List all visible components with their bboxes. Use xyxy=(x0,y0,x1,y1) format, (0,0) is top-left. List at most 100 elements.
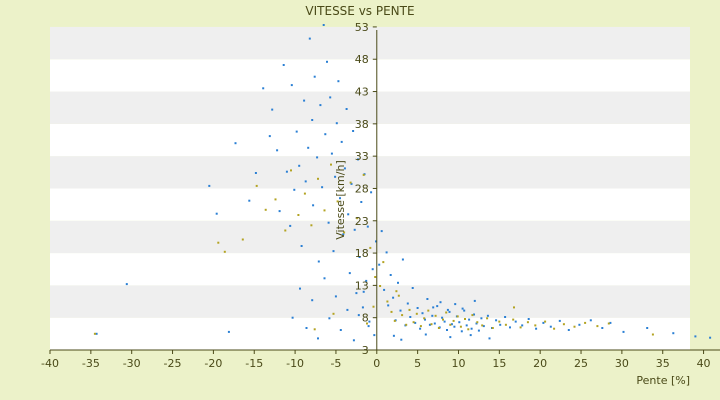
data-point xyxy=(477,329,480,332)
y-tick-label: 48 xyxy=(355,53,369,66)
data-point xyxy=(255,184,258,187)
data-point xyxy=(424,333,427,336)
data-point xyxy=(353,228,356,231)
data-point xyxy=(303,192,306,195)
data-point xyxy=(499,323,502,326)
y-tick-label: 53 xyxy=(355,21,369,34)
data-point xyxy=(308,37,311,40)
data-point xyxy=(395,290,398,293)
data-point xyxy=(366,322,368,325)
plot-band xyxy=(50,188,690,221)
y-tick-label: 13 xyxy=(355,279,369,292)
data-point xyxy=(330,163,332,166)
plot-band xyxy=(50,317,690,350)
data-point xyxy=(709,336,712,339)
data-point xyxy=(347,213,350,216)
x-tick-label: -15 xyxy=(245,357,263,370)
data-point xyxy=(125,283,128,286)
data-point xyxy=(601,327,604,329)
y-tick-label: 38 xyxy=(355,118,369,131)
data-point xyxy=(448,310,451,313)
data-point xyxy=(397,281,399,284)
data-point xyxy=(428,323,431,326)
data-point xyxy=(289,224,292,227)
data-point xyxy=(310,224,313,227)
plot-band xyxy=(50,26,690,60)
x-tick-label: -20 xyxy=(204,357,222,370)
data-point xyxy=(426,298,429,300)
data-point xyxy=(542,321,545,324)
data-point xyxy=(374,276,377,278)
data-point xyxy=(311,299,314,302)
data-points xyxy=(93,24,712,342)
data-point xyxy=(336,200,339,203)
data-point xyxy=(271,108,274,111)
data-point xyxy=(342,233,345,236)
x-tick-label: 0 xyxy=(373,357,380,370)
data-point xyxy=(558,319,561,322)
data-point xyxy=(304,180,307,183)
data-point xyxy=(549,325,552,328)
data-point xyxy=(442,318,444,321)
data-point xyxy=(411,287,414,289)
data-point xyxy=(521,324,524,327)
data-point xyxy=(449,336,452,339)
data-point xyxy=(512,318,515,321)
data-point xyxy=(513,306,515,309)
data-point xyxy=(369,246,372,249)
data-point xyxy=(324,133,327,136)
data-point xyxy=(390,310,393,313)
data-point xyxy=(357,314,360,317)
data-point xyxy=(534,324,537,327)
data-point xyxy=(399,309,402,312)
data-point xyxy=(274,198,277,201)
x-axis-title: Pente [%] xyxy=(636,374,690,387)
data-point xyxy=(355,292,358,295)
data-point xyxy=(504,316,507,318)
data-point xyxy=(408,308,411,311)
data-point xyxy=(215,212,218,215)
data-point xyxy=(380,230,383,233)
data-point xyxy=(419,325,422,328)
x-tick-label: 20 xyxy=(533,357,547,370)
data-point xyxy=(482,325,485,328)
data-point xyxy=(567,329,570,331)
data-point xyxy=(321,186,324,189)
data-point xyxy=(460,330,463,333)
data-point xyxy=(284,229,287,232)
data-point xyxy=(427,309,430,312)
data-point xyxy=(694,335,697,338)
data-point xyxy=(343,167,346,170)
x-tick-label: -40 xyxy=(41,357,59,370)
data-point xyxy=(578,323,581,326)
data-point xyxy=(339,197,341,200)
data-point xyxy=(316,156,319,159)
data-point xyxy=(589,319,592,322)
data-point xyxy=(456,315,459,318)
x-tick-label: 10 xyxy=(451,357,465,370)
data-point xyxy=(584,321,587,324)
data-point xyxy=(370,191,373,194)
data-point xyxy=(431,314,434,317)
data-point xyxy=(458,321,461,324)
data-point xyxy=(463,309,466,312)
x-tick-label: 5 xyxy=(414,357,421,370)
data-point xyxy=(471,314,474,317)
data-point xyxy=(337,80,340,83)
data-point xyxy=(350,182,353,185)
data-point xyxy=(385,251,388,254)
data-point xyxy=(328,317,331,320)
data-point xyxy=(365,279,368,282)
data-point xyxy=(319,104,322,107)
data-point xyxy=(480,317,483,320)
data-point xyxy=(291,316,294,319)
data-point xyxy=(419,327,422,330)
axes xyxy=(50,30,720,351)
data-point xyxy=(424,318,426,321)
data-point xyxy=(295,130,298,133)
data-point xyxy=(323,209,326,212)
data-point xyxy=(358,256,361,258)
plot-band xyxy=(50,285,690,318)
data-point xyxy=(343,231,346,234)
data-point xyxy=(339,329,342,331)
